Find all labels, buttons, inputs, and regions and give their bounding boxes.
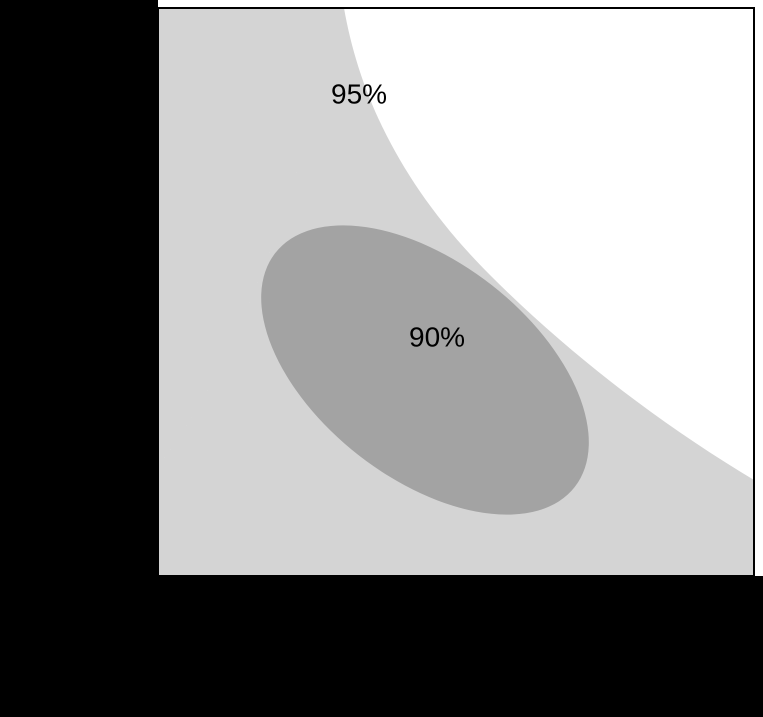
bottom-axis-panel — [158, 576, 763, 717]
confidence-region-chart: 95% 90% — [0, 0, 763, 717]
left-axis-panel — [0, 0, 158, 717]
label-95pct: 95% — [331, 78, 387, 109]
label-90pct: 90% — [409, 321, 465, 352]
